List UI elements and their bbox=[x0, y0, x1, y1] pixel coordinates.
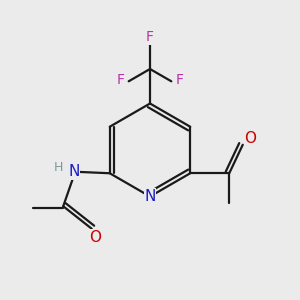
Text: O: O bbox=[89, 230, 101, 245]
Text: O: O bbox=[244, 131, 256, 146]
Text: F: F bbox=[146, 30, 154, 44]
Text: H: H bbox=[54, 161, 63, 174]
Text: N: N bbox=[68, 164, 80, 179]
Text: F: F bbox=[116, 73, 124, 87]
Text: F: F bbox=[176, 73, 184, 87]
Text: N: N bbox=[144, 189, 156, 204]
